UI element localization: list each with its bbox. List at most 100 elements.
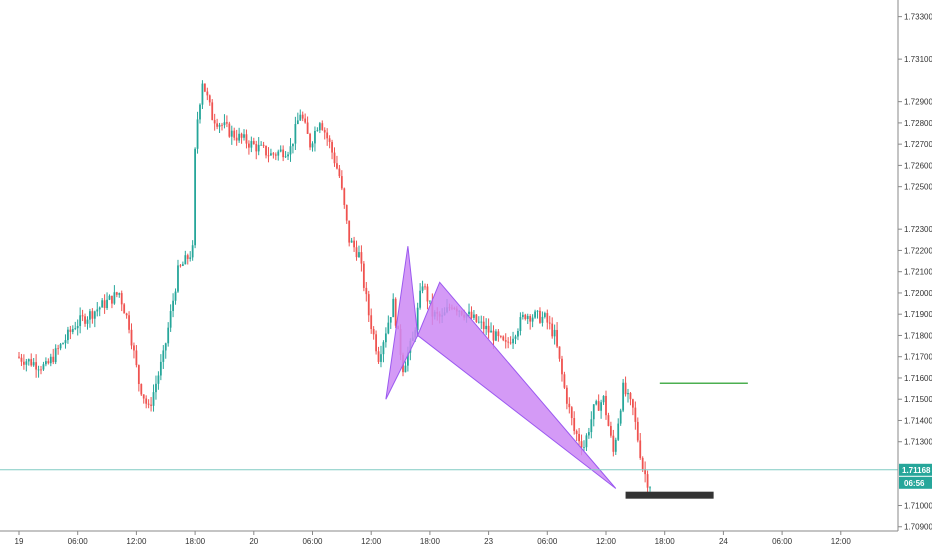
candle-body xyxy=(142,394,145,399)
candle xyxy=(265,145,267,159)
pattern-triangle xyxy=(417,281,617,489)
candle xyxy=(194,147,196,249)
candle xyxy=(118,292,121,298)
candle-body xyxy=(93,311,96,319)
candle-body xyxy=(480,321,483,323)
candle-body xyxy=(233,130,236,138)
candle xyxy=(632,398,634,416)
candle-body xyxy=(147,403,150,405)
candle-body xyxy=(477,321,480,323)
candle-body xyxy=(529,316,532,322)
candle xyxy=(539,307,541,324)
candle-body xyxy=(84,316,86,324)
candle-body xyxy=(343,188,346,206)
candle-body xyxy=(619,410,622,424)
candle-body xyxy=(133,345,135,351)
candle-body xyxy=(387,322,390,334)
candle-body xyxy=(345,205,348,221)
candle xyxy=(394,297,397,329)
candle xyxy=(639,433,642,460)
candle xyxy=(499,335,502,339)
candle-body xyxy=(375,334,377,352)
candle-body xyxy=(336,163,338,169)
candle xyxy=(206,87,209,101)
candle xyxy=(495,329,497,342)
candle xyxy=(74,321,77,331)
candle-body xyxy=(426,286,429,302)
time-tick-label: 18:00 xyxy=(655,537,676,546)
candle xyxy=(612,429,615,457)
candle xyxy=(211,99,214,121)
candle-body xyxy=(86,319,89,324)
candle-body xyxy=(340,176,343,189)
candle-body xyxy=(184,255,187,265)
candle xyxy=(272,151,275,159)
candle-body xyxy=(91,311,94,319)
candle xyxy=(558,346,561,362)
price-tick-label: 1.71400 xyxy=(904,416,932,425)
candle xyxy=(353,236,355,252)
candle-body xyxy=(252,141,255,145)
candle xyxy=(426,283,429,310)
candle-body xyxy=(485,325,488,330)
candle xyxy=(609,421,612,438)
candle xyxy=(614,437,617,455)
candle xyxy=(536,310,539,319)
candle xyxy=(106,292,108,310)
candle-body xyxy=(367,294,370,316)
candle xyxy=(32,357,35,367)
candle-body xyxy=(194,148,196,246)
candle xyxy=(326,128,329,146)
candle-body xyxy=(150,404,152,406)
candle-body xyxy=(639,440,642,458)
candle-body xyxy=(57,348,60,350)
candle xyxy=(365,282,368,302)
candle xyxy=(360,245,363,272)
candle xyxy=(172,293,174,318)
candle xyxy=(238,127,241,143)
current-price-badge xyxy=(899,463,932,476)
candle xyxy=(541,311,544,327)
candle xyxy=(338,165,341,178)
candle-body xyxy=(524,314,527,319)
candle xyxy=(157,371,160,390)
candle xyxy=(133,342,135,359)
candle xyxy=(225,115,228,128)
candle xyxy=(292,143,294,154)
candle xyxy=(556,322,558,349)
candle-body xyxy=(370,315,373,330)
candle xyxy=(18,351,20,359)
candle xyxy=(563,371,566,390)
candle xyxy=(301,111,304,122)
candle-body xyxy=(323,129,326,133)
candle-body xyxy=(326,132,329,139)
candle xyxy=(181,261,184,267)
candle xyxy=(59,342,62,351)
candle-body xyxy=(145,398,148,404)
candle xyxy=(475,313,478,323)
candle xyxy=(605,390,607,420)
candles-layer xyxy=(18,80,651,493)
price-tick-label: 1.71600 xyxy=(904,374,932,383)
candle xyxy=(362,261,365,292)
candle xyxy=(62,342,64,345)
candle-body xyxy=(130,329,133,346)
candle-body xyxy=(627,392,629,395)
candle xyxy=(260,141,263,146)
candle xyxy=(336,155,338,170)
candle-body xyxy=(120,293,123,305)
candle-body xyxy=(101,300,104,308)
candle-body xyxy=(570,407,573,419)
candle xyxy=(169,304,172,332)
candle xyxy=(634,401,637,430)
candle xyxy=(128,311,130,334)
candle-body xyxy=(531,317,534,322)
candle-body xyxy=(159,361,162,376)
candle xyxy=(248,140,250,155)
candle xyxy=(230,125,233,145)
candle xyxy=(279,145,282,153)
candle xyxy=(164,342,167,359)
candle xyxy=(27,358,30,366)
candle-body xyxy=(617,423,620,440)
